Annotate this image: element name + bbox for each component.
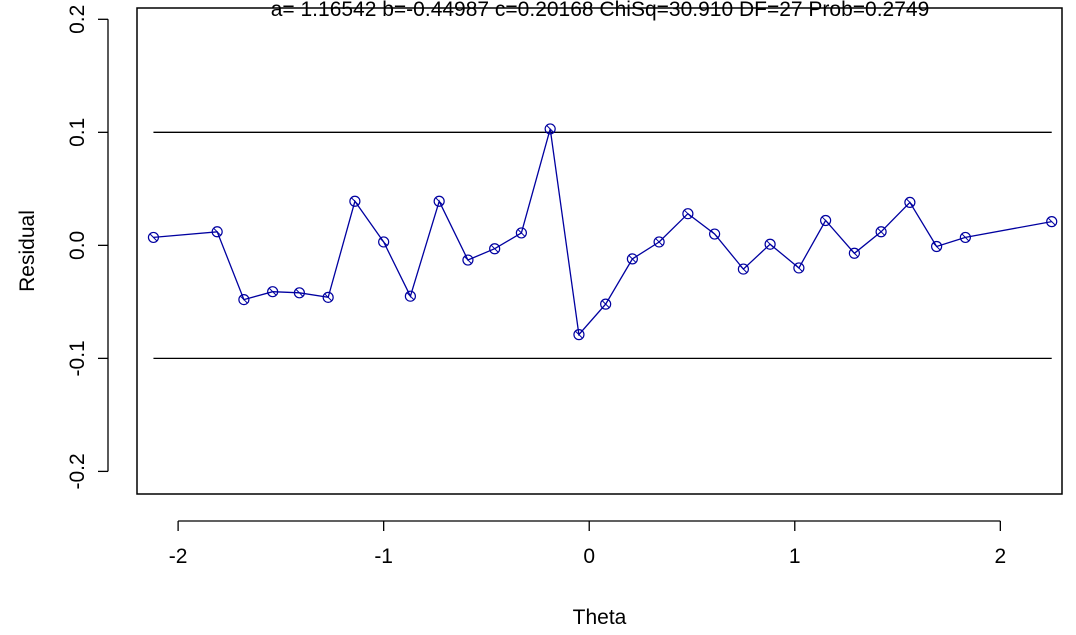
data-point — [820, 214, 832, 227]
data-point — [626, 253, 638, 265]
y-tick-label: -0.1 — [66, 340, 89, 376]
x-tick-label: 0 — [583, 545, 595, 568]
data-point — [462, 254, 474, 266]
data-point — [653, 236, 665, 248]
data-point — [378, 236, 390, 248]
data-point — [238, 294, 250, 306]
data-point — [573, 329, 585, 341]
data-point — [875, 226, 887, 238]
y-axis-label: Residual — [16, 210, 39, 292]
data-point — [544, 123, 556, 135]
y-tick-label: 0.1 — [66, 118, 89, 147]
y-tick-label: 0.0 — [66, 231, 89, 260]
y-tick-label: -0.2 — [66, 453, 89, 489]
data-point — [737, 263, 749, 275]
x-tick-label: -2 — [169, 545, 188, 568]
data-point — [1046, 216, 1058, 228]
x-axis-label: Theta — [573, 606, 627, 629]
data-point — [709, 228, 721, 240]
series-layer — [147, 123, 1058, 341]
data-point — [322, 291, 334, 303]
data-point — [433, 195, 445, 207]
data-point — [959, 231, 971, 244]
x-tick-label: 2 — [994, 545, 1006, 568]
x-tick-label: 1 — [789, 545, 801, 568]
x-axis: -2 -1 0 1 2 — [169, 520, 1006, 568]
data-point — [848, 247, 860, 259]
data-point — [404, 290, 416, 302]
data-point — [764, 238, 776, 250]
data-point — [931, 240, 943, 253]
reference-lines — [153, 131, 1052, 360]
data-point — [349, 195, 361, 207]
plot-frame — [136, 7, 1063, 495]
y-tick-label: 0.2 — [66, 5, 89, 34]
data-point — [489, 243, 501, 255]
data-point — [682, 208, 694, 220]
data-point — [793, 262, 805, 274]
x-tick-label: -1 — [374, 545, 393, 568]
data-point — [211, 226, 223, 238]
data-point — [267, 286, 279, 298]
data-point — [293, 287, 305, 299]
data-point — [600, 298, 612, 310]
y-axis: -0.2 -0.1 0.0 0.1 0.2 — [66, 5, 109, 489]
chart-title: a= 1.16542 b=-0.44987 c=0.20168 ChiSq=30… — [271, 0, 930, 21]
data-point — [515, 227, 527, 239]
data-point — [147, 231, 160, 244]
series-line — [153, 128, 1052, 337]
data-point — [904, 196, 916, 208]
